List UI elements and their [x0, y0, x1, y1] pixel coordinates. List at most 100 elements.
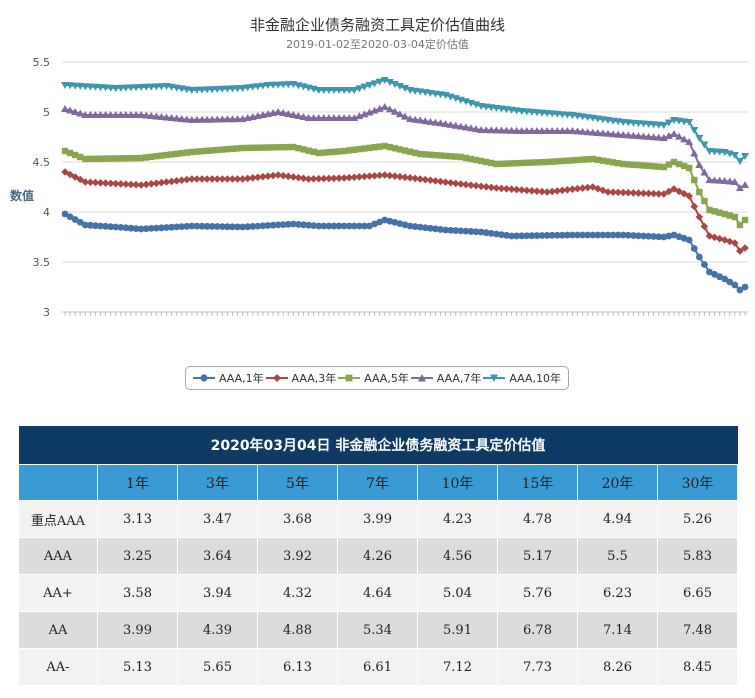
data-point: [365, 82, 374, 89]
data-point: [517, 186, 526, 194]
data-point: [533, 187, 541, 195]
data-point: [735, 158, 744, 165]
data-point: [518, 232, 526, 240]
legend-item[interactable]: AAA,5年: [338, 370, 409, 386]
data-point: [253, 83, 262, 91]
data-point: [371, 144, 378, 151]
data-point: [477, 126, 486, 133]
data-point: [315, 149, 322, 157]
data-point: [157, 83, 166, 91]
value-cell: 6.61: [337, 648, 418, 686]
data-point: [457, 153, 465, 161]
legend-swatch-icon: [410, 374, 433, 382]
data-point: [305, 221, 312, 229]
data-point: [655, 163, 662, 170]
data-point: [451, 179, 460, 188]
data-point: [177, 176, 186, 184]
data-point: [630, 161, 637, 168]
data-point: [629, 232, 637, 239]
data-point: [310, 148, 317, 155]
data-point: [269, 221, 277, 229]
series-AAA,1年: [61, 210, 749, 294]
data-point: [386, 143, 393, 151]
data-point: [527, 127, 536, 134]
data-point: [187, 116, 196, 123]
column-header: 15年: [497, 464, 578, 501]
data-point: [574, 231, 581, 239]
data-point: [406, 148, 414, 155]
data-point: [244, 144, 251, 152]
data-point: [452, 153, 459, 160]
data-point: [624, 231, 632, 239]
data-point: [664, 132, 673, 139]
data-point: [284, 110, 293, 117]
data-point: [137, 84, 146, 91]
data-point: [467, 228, 475, 235]
legend-item[interactable]: AAA,3年: [265, 370, 336, 386]
data-point: [406, 222, 414, 230]
data-point: [229, 145, 236, 152]
data-point: [431, 177, 440, 185]
data-point: [350, 114, 359, 121]
data-point: [71, 216, 79, 223]
value-cell: 6.23: [577, 574, 658, 612]
value-cell: 6.13: [257, 648, 338, 686]
data-point: [243, 84, 252, 92]
data-point: [568, 185, 577, 194]
data-point: [385, 105, 394, 113]
data-point: [152, 224, 160, 232]
data-point: [482, 126, 491, 134]
value-cell: 5.65: [177, 648, 258, 686]
data-point: [345, 87, 354, 94]
data-point: [406, 174, 414, 182]
data-point: [122, 180, 130, 188]
data-point: [66, 213, 74, 221]
data-point: [553, 127, 562, 134]
data-point: [182, 175, 191, 184]
data-point: [625, 161, 632, 168]
data-point: [280, 144, 287, 151]
data-point: [214, 146, 221, 154]
data-point: [193, 148, 201, 155]
data-point: [609, 159, 617, 166]
data-point: [685, 236, 693, 244]
legend-item[interactable]: AAA,10年: [483, 370, 561, 386]
data-point: [228, 115, 237, 123]
data-point: [640, 162, 647, 169]
data-point: [715, 176, 724, 184]
data-point: [127, 154, 135, 162]
data-point: [259, 222, 267, 230]
data-point: [340, 147, 348, 155]
data-point: [436, 119, 445, 127]
data-point: [86, 111, 95, 118]
legend-item[interactable]: AAA,7年: [410, 370, 481, 386]
data-point: [700, 168, 709, 176]
value-cell: 5.17: [497, 537, 578, 575]
data-point: [726, 212, 733, 219]
data-point: [152, 83, 161, 91]
data-point: [294, 112, 303, 119]
data-point: [659, 134, 668, 141]
series-AAA,3年: [61, 168, 749, 255]
legend-item[interactable]: AAA,1年: [192, 370, 264, 386]
data-point: [355, 222, 363, 230]
data-point: [660, 163, 668, 171]
data-point: [219, 146, 226, 153]
data-point: [528, 187, 536, 195]
data-point: [461, 123, 470, 131]
table-row: AAA 3.25 3.64 3.92 4.26 4.56 5.17 5.5 5.83: [18, 537, 739, 575]
data-point: [126, 84, 135, 92]
data-point: [106, 179, 115, 188]
data-point: [508, 232, 515, 240]
data-point: [660, 233, 668, 241]
data-point: [188, 148, 196, 156]
data-point: [350, 87, 359, 94]
data-point: [71, 108, 80, 115]
data-point: [589, 231, 597, 239]
data-point: [310, 222, 318, 230]
data-point: [309, 175, 318, 183]
data-point: [503, 160, 510, 167]
data-point: [731, 213, 739, 221]
data-point: [61, 105, 69, 112]
data-point: [356, 145, 363, 153]
